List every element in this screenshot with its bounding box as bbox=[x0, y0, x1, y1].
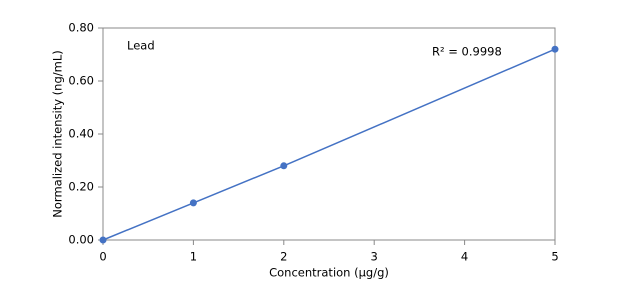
y-tick-label: 0.20 bbox=[68, 180, 94, 194]
x-tick-label: 5 bbox=[551, 250, 558, 264]
data-point bbox=[280, 162, 288, 170]
data-point bbox=[551, 45, 559, 53]
x-tick-label: 0 bbox=[99, 250, 106, 264]
y-tick-label: 0.80 bbox=[68, 21, 94, 35]
x-tick-label: 4 bbox=[461, 250, 468, 264]
annotation: Lead bbox=[127, 39, 155, 53]
x-axis-label: Concentration (μg/g) bbox=[269, 266, 389, 280]
y-tick-label: 0.40 bbox=[68, 127, 94, 141]
y-axis-label: Normalized intensity (ng/mL) bbox=[51, 50, 65, 217]
annotation: R² = 0.9998 bbox=[432, 45, 502, 59]
y-tick-label: 0.00 bbox=[68, 233, 94, 247]
plot-frame bbox=[102, 27, 556, 241]
x-tick-label: 1 bbox=[190, 250, 197, 264]
y-tick-label: 0.60 bbox=[68, 74, 94, 88]
x-tick-label: 3 bbox=[371, 250, 378, 264]
x-tick-label: 2 bbox=[280, 250, 287, 264]
data-point bbox=[189, 199, 197, 207]
data-point bbox=[99, 236, 107, 244]
trend-line bbox=[102, 48, 556, 241]
